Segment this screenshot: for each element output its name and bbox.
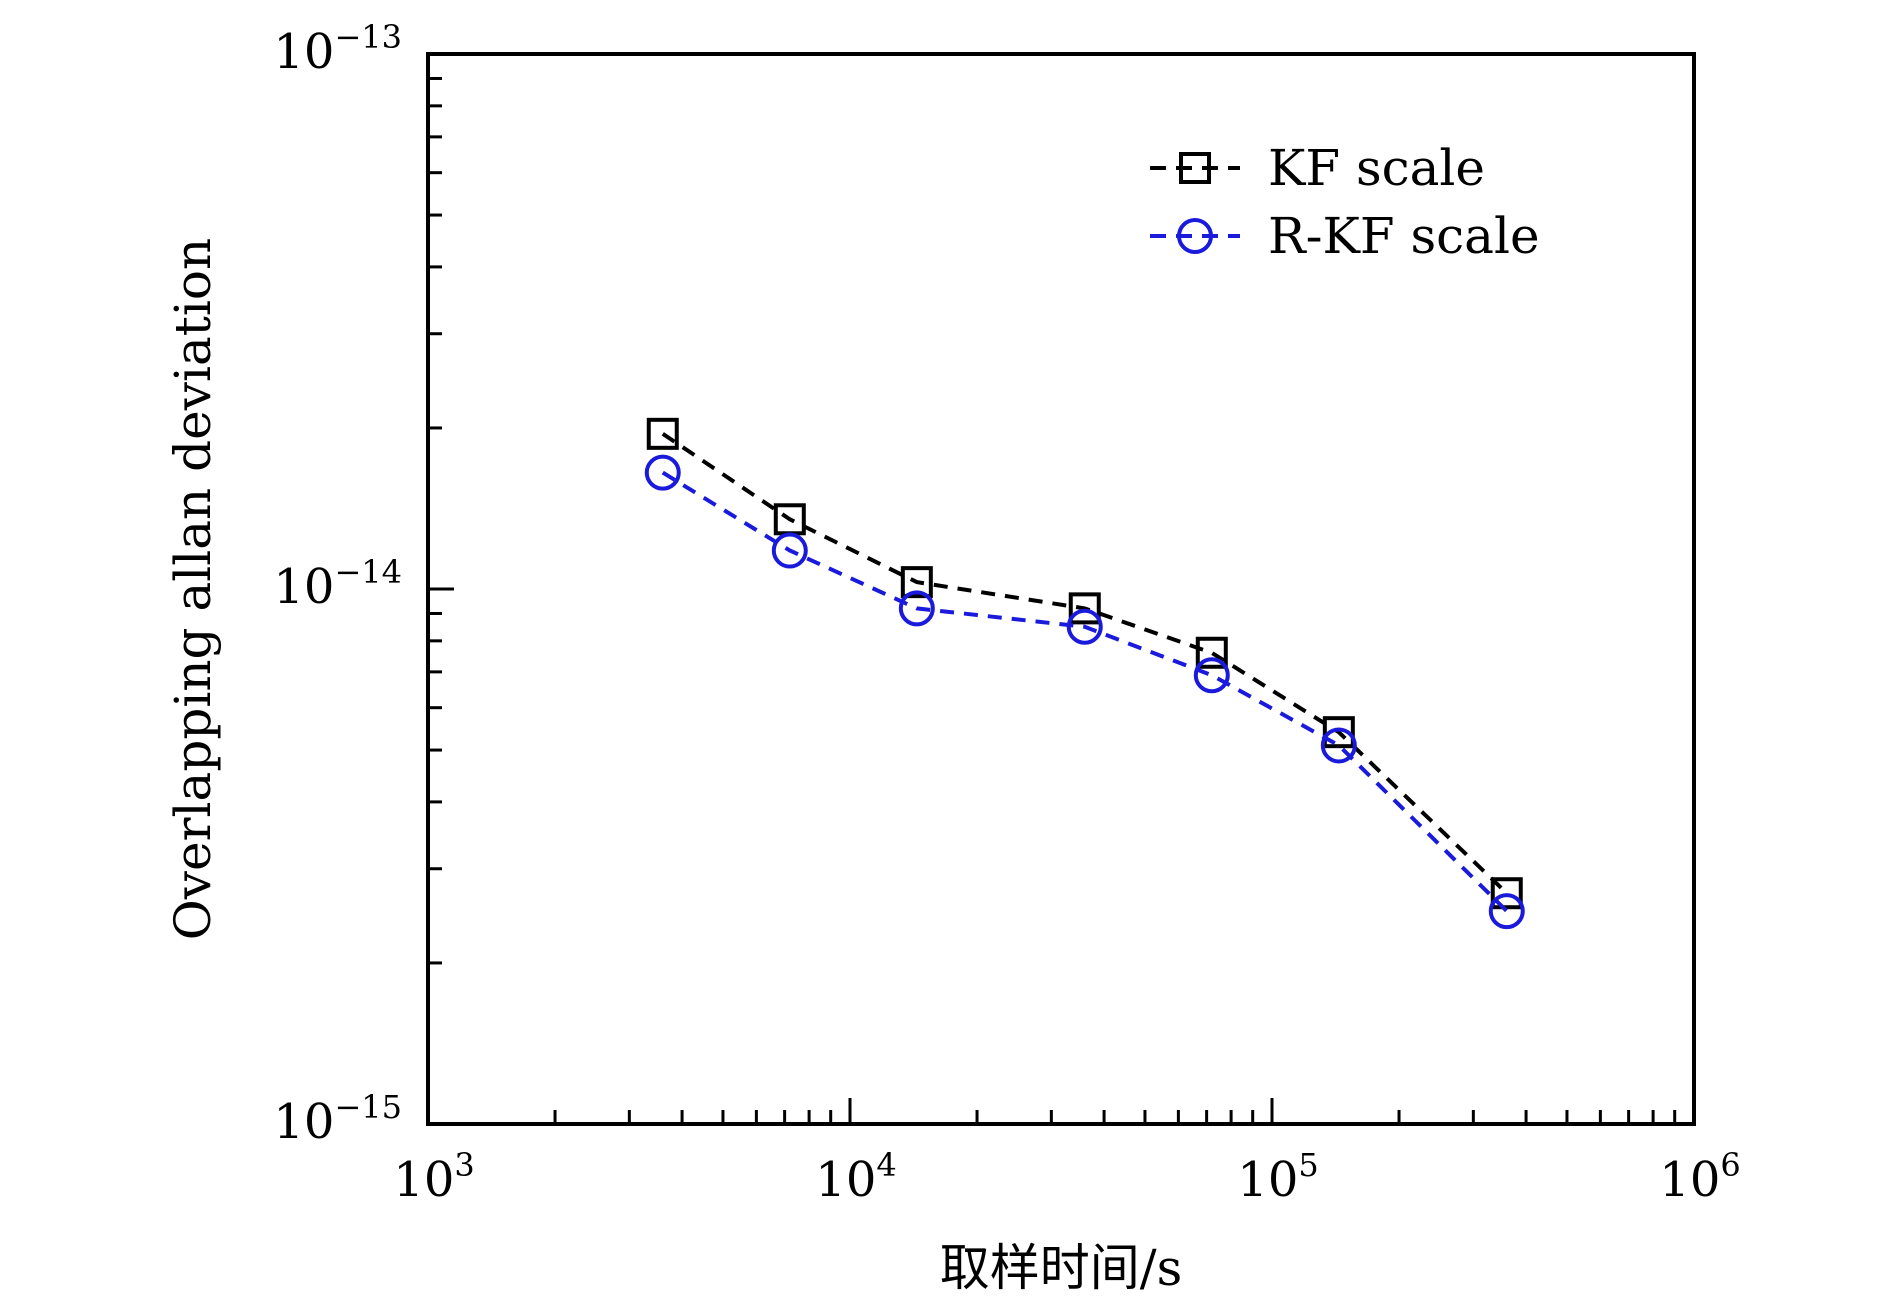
y-axis-title: Overlapping allan deviation	[164, 238, 222, 940]
x-axis-title: 取样时间/s	[940, 1239, 1183, 1297]
series-line	[661, 432, 1509, 895]
square-marker	[646, 417, 679, 450]
minor-ticks	[428, 76, 1677, 1124]
square-marker	[1068, 592, 1101, 625]
circle-marker	[1320, 727, 1357, 764]
tick-labels: 103 104 105 106 10−15 10−14 10−13	[273, 18, 1740, 1208]
legend-label: KF scale	[1268, 139, 1485, 197]
x-tick-label: 104	[815, 1146, 896, 1208]
x-tick-label: 105	[1237, 1146, 1318, 1208]
circle-marker	[898, 590, 935, 627]
square-marker	[1195, 636, 1228, 669]
legend-circle-marker	[1177, 218, 1213, 254]
series-line	[661, 470, 1509, 913]
series-1	[646, 417, 1523, 910]
series-layer	[644, 417, 1525, 930]
legend: KF scale R-KF scale	[1150, 139, 1540, 265]
y-tick-label: 10−14	[273, 553, 402, 615]
plot-frame	[426, 52, 1696, 1126]
legend-square-marker	[1179, 152, 1211, 184]
legend-entry: R-KF scale	[1150, 207, 1540, 265]
circle-marker	[644, 454, 681, 491]
series-2	[644, 454, 1525, 930]
square-marker	[900, 566, 933, 599]
x-tick-label: 103	[393, 1146, 474, 1208]
square-marker	[1322, 716, 1355, 749]
circle-marker	[1193, 657, 1230, 694]
circle-marker	[1488, 893, 1525, 930]
x-tick-label: 106	[1659, 1146, 1740, 1208]
y-tick-label: 10−13	[273, 18, 402, 80]
legend-label: R-KF scale	[1268, 207, 1540, 265]
square-marker	[1490, 877, 1523, 910]
circle-marker	[1066, 608, 1103, 645]
y-tick-label: 10−15	[273, 1088, 402, 1150]
legend-entry: KF scale	[1150, 139, 1485, 197]
circle-marker	[771, 532, 808, 569]
